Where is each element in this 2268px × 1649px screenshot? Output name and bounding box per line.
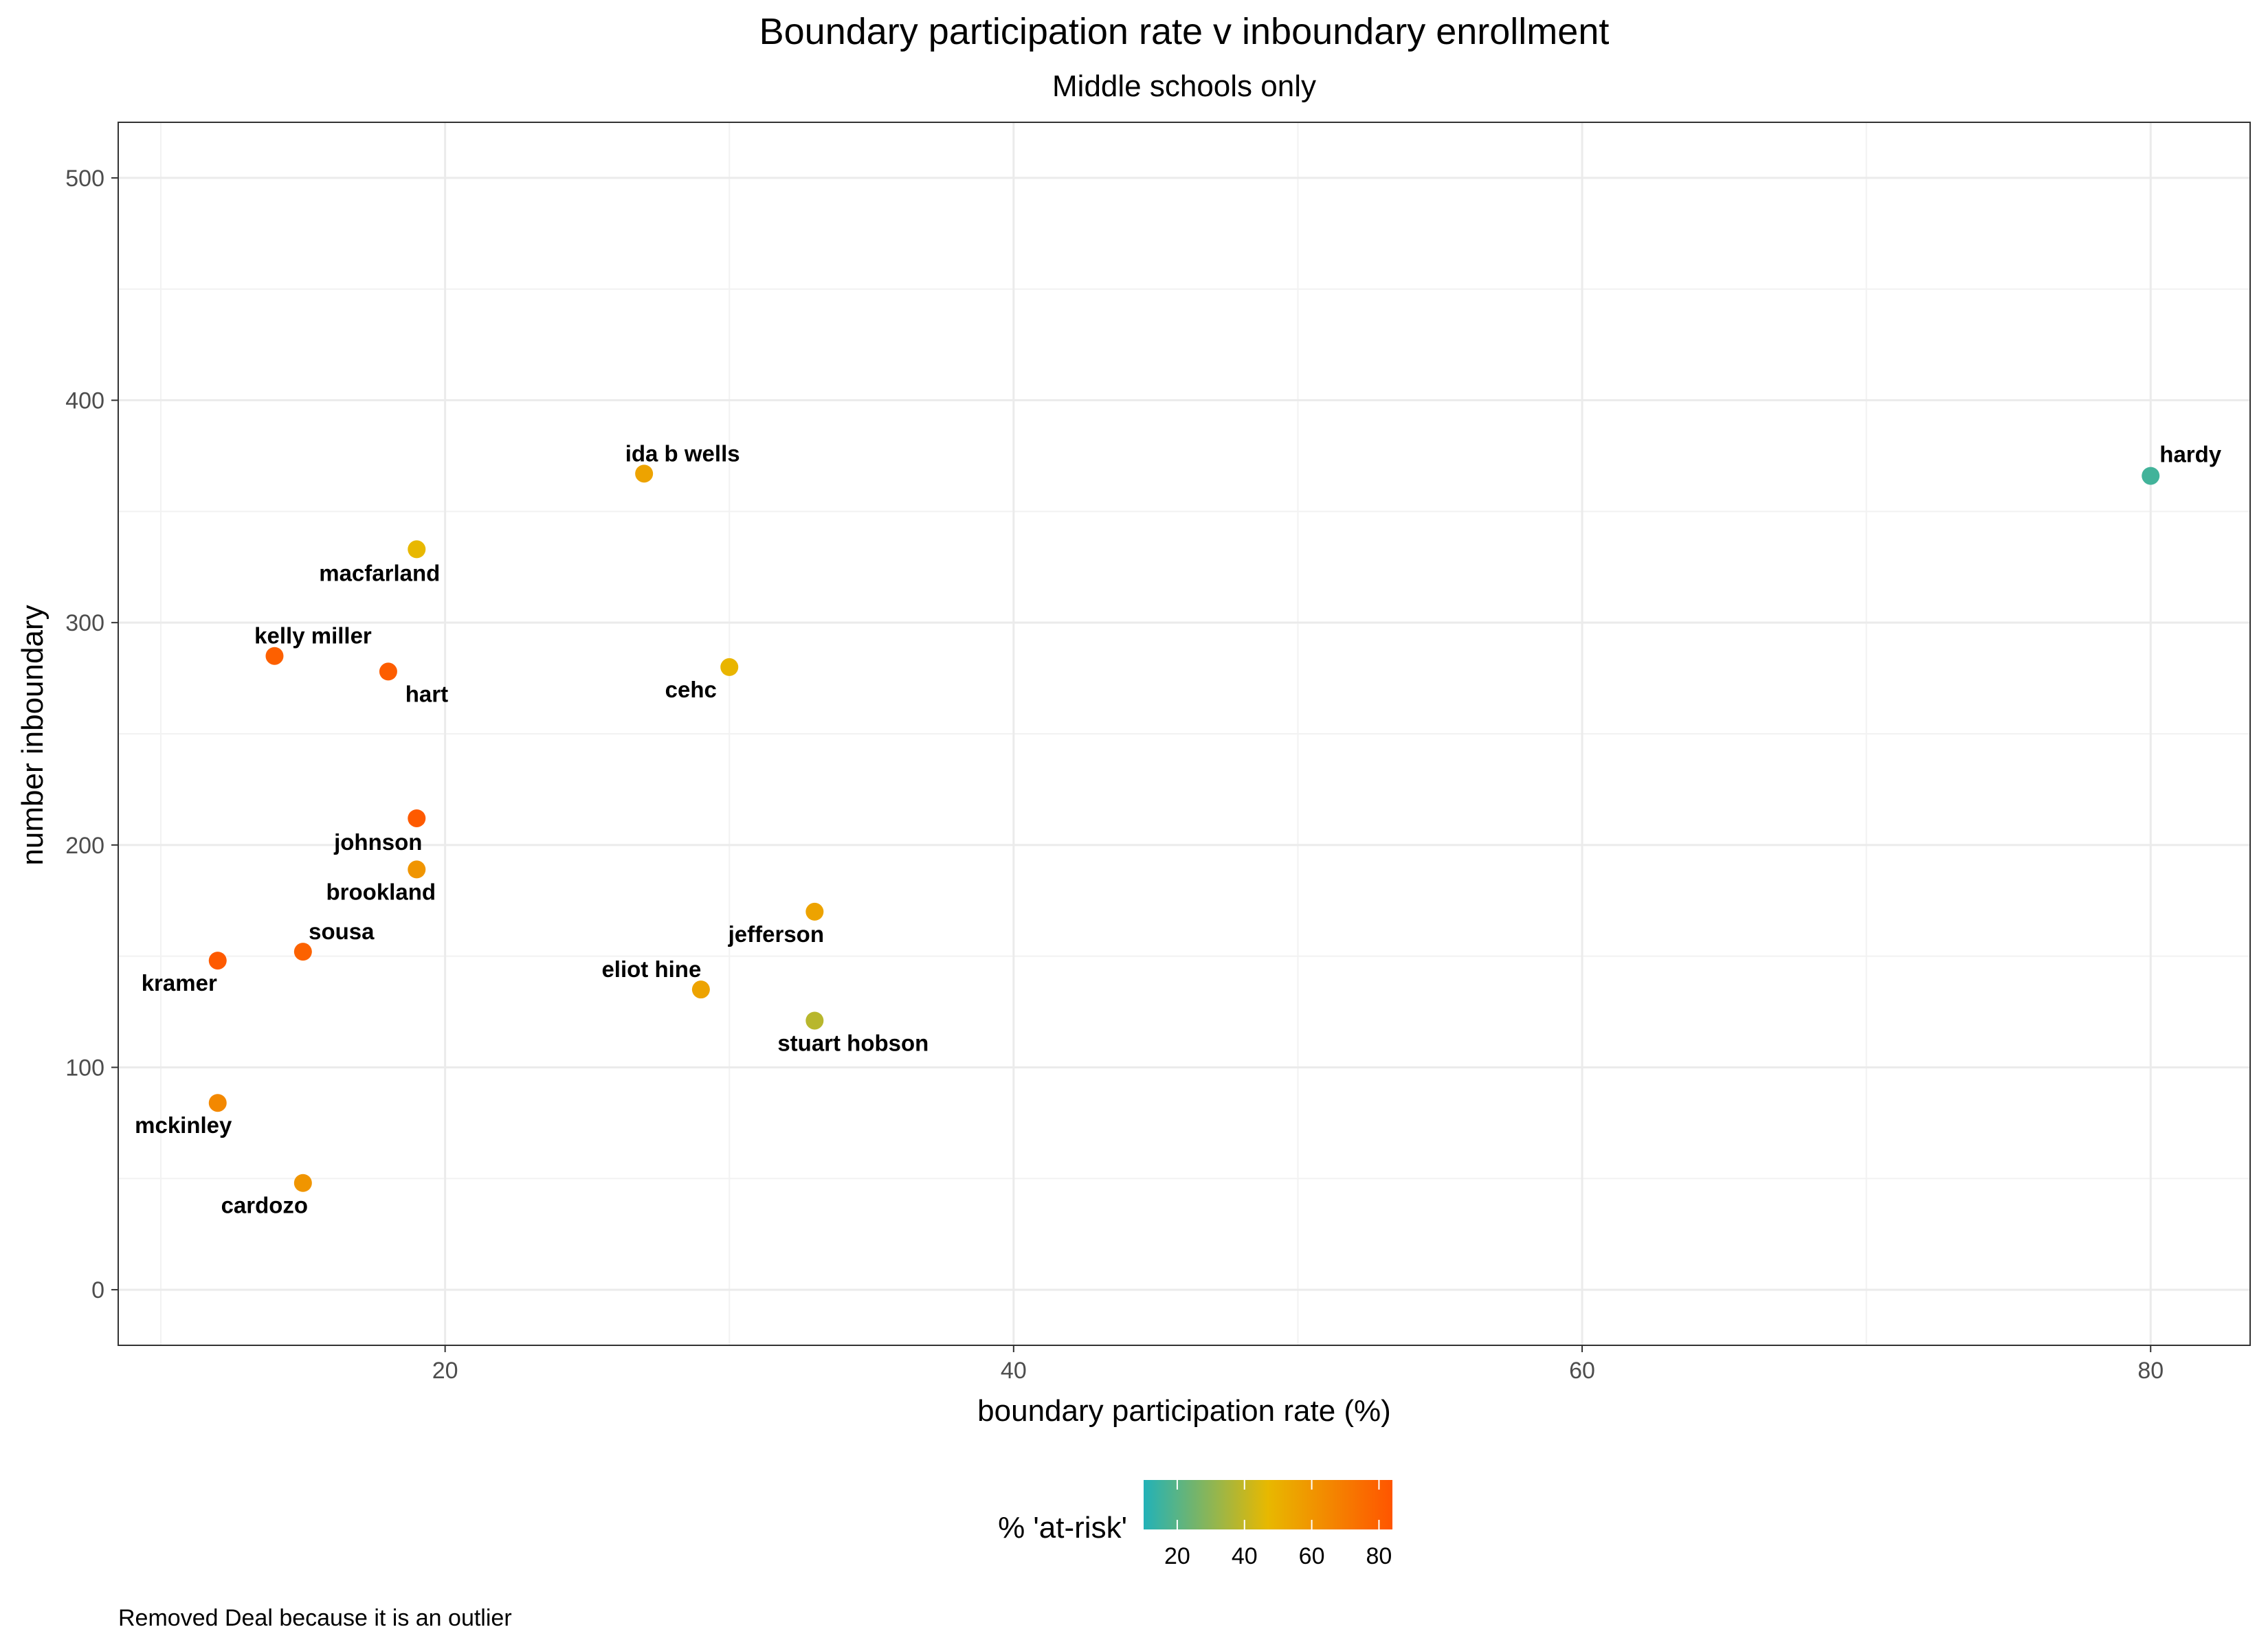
y-axis-title: number inboundary	[16, 605, 49, 865]
point-label: stuart hobson	[777, 1030, 929, 1055]
x-tick-label: 20	[432, 1358, 458, 1384]
data-point	[408, 540, 426, 559]
point-labels: hardy ida b wells macfarland kelly miller ha…	[135, 440, 2222, 1218]
legend-ticks: 20 40 60 80	[1164, 1480, 1392, 1569]
axis-ticks: 20 40 60 80 0 100 200 300 400 500	[65, 166, 2164, 1384]
x-axis-title: boundary participation rate (%)	[977, 1394, 1391, 1428]
legend-colorbar	[1144, 1480, 1392, 1529]
legend-tick-label: 20	[1164, 1543, 1190, 1569]
point-label: jefferson	[728, 921, 824, 947]
point-label: hart	[405, 681, 448, 706]
color-legend: % 'at-risk' 20 40 60 80	[998, 1480, 1392, 1569]
data-point	[408, 860, 426, 879]
data-point	[208, 1094, 227, 1112]
point-label: sousa	[309, 919, 375, 944]
x-tick-label: 80	[2137, 1358, 2164, 1384]
data-point	[691, 980, 710, 999]
point-label: eliot hine	[601, 956, 701, 982]
data-point	[408, 809, 426, 827]
y-tick-label: 400	[65, 388, 104, 414]
chart-caption: Removed Deal because it is an outlier	[118, 1605, 512, 1631]
data-point	[805, 1011, 824, 1030]
legend-title: % 'at-risk'	[998, 1511, 1127, 1545]
point-label: kramer	[142, 970, 217, 996]
plot-panel-border	[118, 122, 2251, 1346]
x-tick-label: 40	[1001, 1358, 1027, 1384]
y-tick-label: 500	[65, 166, 104, 192]
data-point	[635, 464, 654, 483]
x-tick-label: 60	[1569, 1358, 1595, 1384]
data-point	[265, 647, 284, 665]
data-point	[2142, 467, 2160, 485]
data-point	[208, 952, 227, 970]
point-label: johnson	[333, 829, 422, 855]
chart-title: Boundary participation rate v inboundary…	[759, 11, 1610, 52]
data-point	[293, 943, 312, 961]
point-label: cardozo	[221, 1193, 309, 1218]
legend-tick-label: 40	[1232, 1543, 1258, 1569]
point-label: mckinley	[135, 1112, 232, 1138]
y-tick-label: 300	[65, 610, 104, 636]
data-point	[379, 662, 397, 681]
data-points	[208, 464, 2160, 1192]
grid-lines	[118, 122, 2250, 1345]
data-point	[720, 658, 739, 676]
point-label: ida b wells	[625, 440, 740, 466]
data-point	[293, 1174, 312, 1192]
y-tick-label: 0	[91, 1277, 104, 1303]
legend-tick-label: 60	[1299, 1543, 1325, 1569]
point-label: brookland	[326, 879, 436, 904]
chart-subtitle: Middle schools only	[1052, 69, 1316, 103]
legend-tick-label: 80	[1366, 1543, 1392, 1569]
point-label: cehc	[665, 677, 717, 702]
y-tick-label: 200	[65, 833, 104, 859]
point-label: macfarland	[319, 560, 440, 585]
point-label: hardy	[2159, 442, 2222, 467]
data-point	[805, 902, 824, 921]
point-label: kelly miller	[254, 623, 372, 649]
y-tick-label: 100	[65, 1055, 104, 1081]
